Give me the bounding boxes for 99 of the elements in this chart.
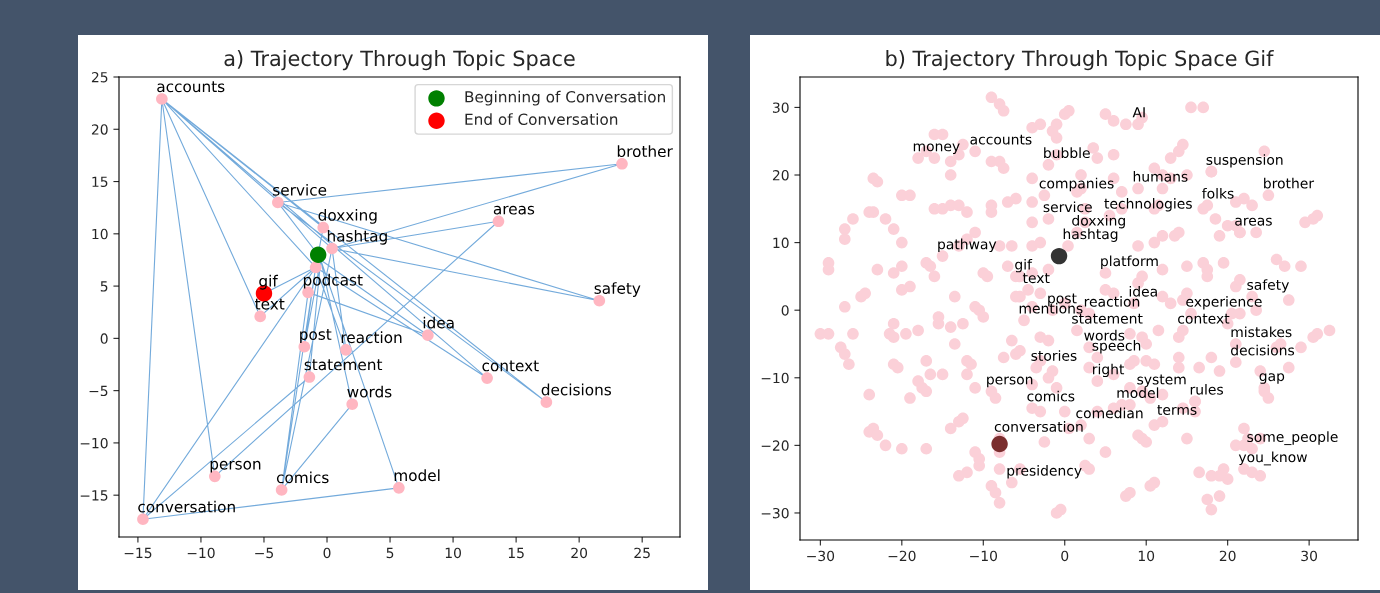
annotation: money [913, 143, 960, 155]
y-tick-label: 15 [92, 176, 108, 188]
annotation: stories [1031, 350, 1077, 361]
x-tick-label: 10 [1138, 550, 1155, 562]
annotation: areas [1235, 217, 1272, 226]
annotation: gif [1015, 258, 1033, 273]
annotation: statement [1072, 313, 1143, 324]
annotation: text [1022, 273, 1050, 284]
annotation: experience [1186, 296, 1262, 310]
annotation: you_know [1238, 451, 1307, 466]
annotation: idea [423, 316, 454, 329]
y-tick-label: −5 [89, 385, 108, 397]
annotation: accounts [157, 81, 225, 93]
annotation: areas [493, 205, 535, 215]
x-tick-label: 0 [1061, 550, 1069, 562]
x-tick-label: −5 [255, 547, 273, 559]
annotation: model [394, 469, 440, 482]
legend-label: End of Conversation [465, 113, 618, 125]
annotation: person [210, 460, 261, 473]
y-tick-label: 25 [91, 71, 108, 83]
annotation: safety [1247, 279, 1289, 293]
annotation: decisions [1231, 344, 1295, 356]
y-tick-label: −20 [761, 440, 789, 451]
annotation: suspension [1206, 154, 1283, 168]
annotation: humans [1133, 171, 1188, 182]
annotation: right [1093, 363, 1125, 378]
annotation: system [1137, 374, 1186, 388]
y-tick-label: 20 [91, 124, 108, 135]
x-tick-label: −10 [187, 547, 215, 559]
annotation: conversation [994, 421, 1083, 432]
annotation: service [273, 183, 327, 196]
y-tick-label: 20 [772, 169, 789, 181]
annotation: reaction [341, 331, 402, 344]
annotation: terms [1157, 405, 1197, 415]
x-tick-label: 20 [1219, 550, 1236, 562]
chart-title: a) Trajectory Through Topic Space [224, 50, 575, 71]
y-tick-label: 10 [92, 228, 108, 240]
y-tick-label: −15 [80, 490, 108, 501]
y-tick-label: −30 [761, 507, 789, 519]
y-tick-label: 10 [773, 237, 789, 249]
annotation: platform [1101, 255, 1158, 269]
annotation: AI [1132, 107, 1145, 118]
annotation: hashtag [327, 229, 387, 245]
annotation: context [482, 360, 539, 372]
annotation: brother [617, 145, 673, 158]
annotation: rules [1190, 383, 1223, 395]
annotation: brother [1264, 177, 1315, 189]
annotation: decisions [541, 383, 611, 396]
annotation: text [255, 298, 285, 310]
annotation: statement [304, 359, 383, 371]
annotation: hashtag [1063, 228, 1118, 242]
annotation: post [300, 329, 332, 343]
x-tick-label: −20 [888, 550, 916, 562]
annotation: pathway [938, 238, 997, 253]
annotation: podcast [303, 273, 363, 289]
x-tick-label: −30 [807, 550, 835, 562]
x-tick-label: 25 [634, 547, 650, 559]
x-tick-label: 5 [386, 547, 394, 559]
annotation: companies [1039, 177, 1114, 192]
x-tick-label: 30 [1301, 550, 1318, 562]
annotation: gap [1259, 373, 1285, 384]
annotation: model [1117, 387, 1159, 399]
y-tick-label: −10 [80, 437, 108, 449]
annotation: context [1178, 313, 1230, 324]
annotation: gif [259, 274, 279, 290]
annotation: comics [276, 471, 329, 484]
annotation: doxxing [318, 208, 377, 224]
chart-title: b) Trajectory Through Topic Space Gif [886, 50, 1274, 71]
annotation: some_people [1247, 431, 1338, 446]
y-tick-label: −10 [761, 372, 789, 384]
x-tick-label: −10 [970, 550, 998, 562]
y-tick-label: 30 [772, 102, 789, 113]
annotation: conversation [138, 500, 235, 513]
x-tick-label: 20 [571, 547, 588, 559]
x-tick-label: −15 [124, 547, 152, 559]
annotation: words [1084, 329, 1125, 341]
annotation: folks [1202, 187, 1234, 199]
x-tick-label: 10 [445, 547, 461, 559]
annotation: presidency [1007, 465, 1082, 479]
annotation: comics [1027, 390, 1075, 402]
annotation: words [347, 385, 392, 398]
y-tick-label: 0 [100, 333, 108, 344]
annotation: doxxing [1072, 214, 1125, 229]
annotation: speech [1092, 340, 1141, 354]
legend-label: Beginning of Conversation [465, 90, 665, 106]
annotation: bubble [1044, 147, 1090, 159]
annotation: person [987, 376, 1033, 388]
annotation: service [1043, 201, 1092, 213]
y-tick-label: 5 [100, 281, 108, 292]
x-tick-label: 0 [323, 547, 331, 559]
y-tick-label: 0 [781, 305, 789, 316]
annotation: accounts [970, 134, 1032, 145]
annotation: reaction [1084, 296, 1140, 307]
annotation: technologies [1104, 198, 1192, 212]
annotation: mistakes [1231, 326, 1292, 338]
annotation: safety [594, 282, 641, 297]
annotation: idea [1129, 285, 1157, 297]
x-tick-label: 15 [508, 547, 524, 559]
annotation: comedian [1076, 407, 1143, 419]
